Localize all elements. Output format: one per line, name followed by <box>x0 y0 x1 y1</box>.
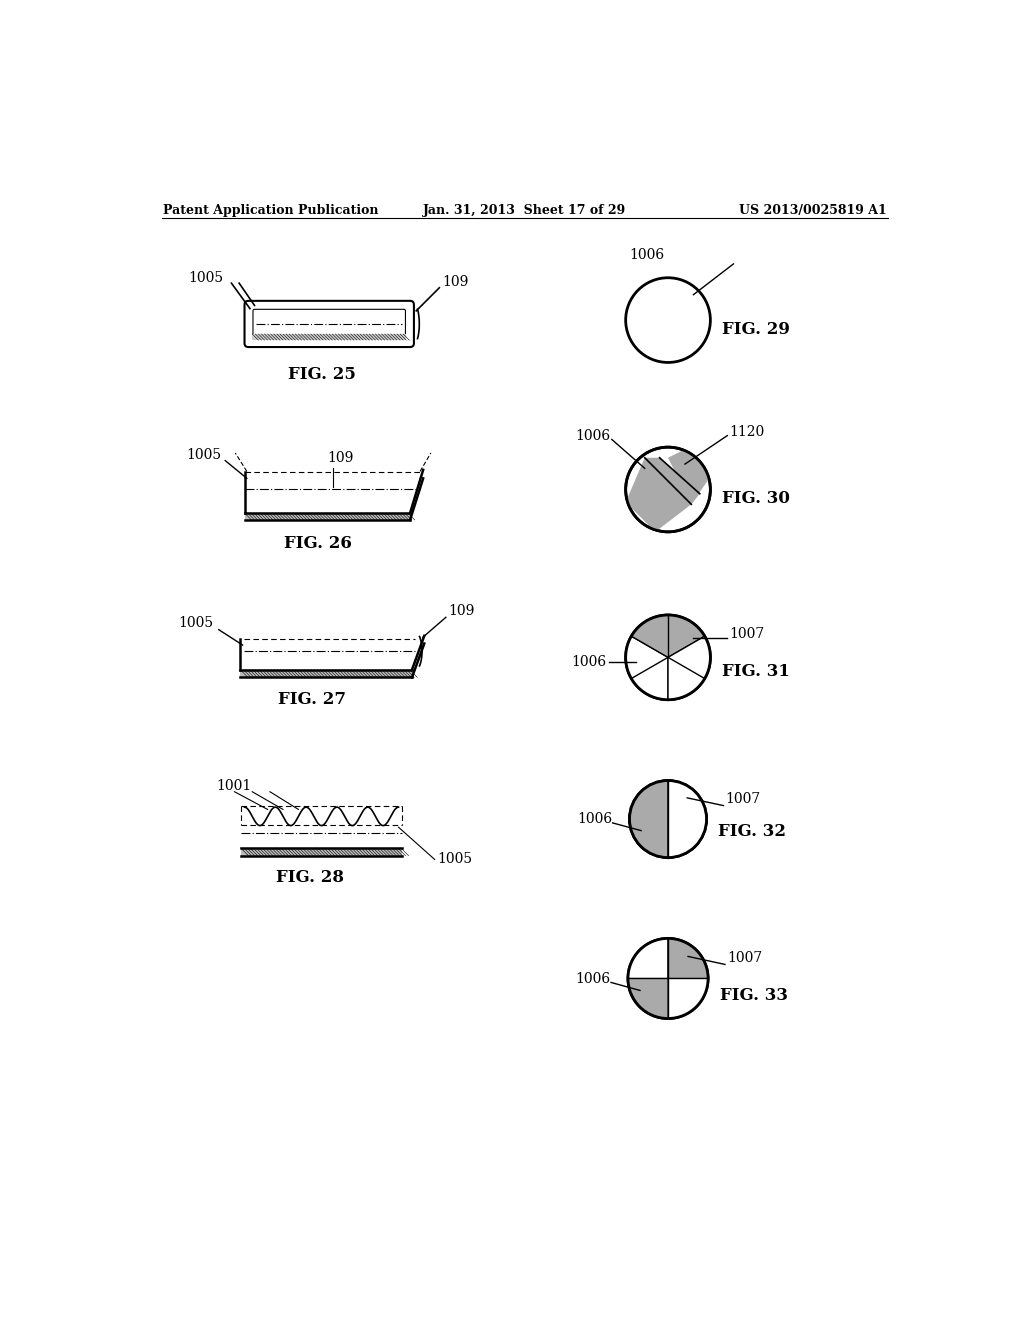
Text: 109: 109 <box>449 605 474 618</box>
Wedge shape <box>628 939 668 978</box>
Bar <box>245 513 410 520</box>
Circle shape <box>626 615 711 700</box>
Bar <box>252 334 407 341</box>
Circle shape <box>626 277 711 363</box>
Text: 109: 109 <box>442 275 469 289</box>
Bar <box>241 847 402 855</box>
Wedge shape <box>626 636 668 700</box>
Text: 1005: 1005 <box>188 271 223 285</box>
Text: FIG. 30: FIG. 30 <box>722 490 790 507</box>
Text: FIG. 28: FIG. 28 <box>276 870 344 887</box>
Circle shape <box>628 939 708 1019</box>
Text: 1007: 1007 <box>727 952 763 965</box>
Text: FIG. 31: FIG. 31 <box>722 663 790 680</box>
Text: 1005: 1005 <box>178 616 214 631</box>
Text: FIG. 27: FIG. 27 <box>278 692 345 709</box>
Wedge shape <box>668 636 711 700</box>
Text: FIG. 25: FIG. 25 <box>288 367 355 383</box>
Text: US 2013/0025819 A1: US 2013/0025819 A1 <box>739 205 887 218</box>
Text: 1007: 1007 <box>726 792 761 807</box>
Circle shape <box>630 780 707 858</box>
Bar <box>241 669 412 677</box>
Text: FIG. 32: FIG. 32 <box>718 822 786 840</box>
Text: 1006: 1006 <box>575 429 610 442</box>
Polygon shape <box>626 458 699 532</box>
FancyBboxPatch shape <box>245 301 414 347</box>
Polygon shape <box>668 447 711 504</box>
Text: 1006: 1006 <box>578 812 612 826</box>
Wedge shape <box>632 615 705 657</box>
Text: 1120: 1120 <box>730 425 765 438</box>
Text: 109: 109 <box>328 451 353 466</box>
Text: Jan. 31, 2013  Sheet 17 of 29: Jan. 31, 2013 Sheet 17 of 29 <box>423 205 627 218</box>
Text: FIG. 29: FIG. 29 <box>722 321 790 338</box>
Text: 1006: 1006 <box>630 248 665 261</box>
Text: 1007: 1007 <box>730 627 765 642</box>
Text: 1005: 1005 <box>186 449 222 462</box>
Text: 1006: 1006 <box>571 655 607 669</box>
Text: 1001: 1001 <box>216 779 251 792</box>
Wedge shape <box>668 780 707 858</box>
Wedge shape <box>630 780 668 858</box>
Text: 1005: 1005 <box>437 851 472 866</box>
Wedge shape <box>668 978 708 1019</box>
Text: Patent Application Publication: Patent Application Publication <box>163 205 379 218</box>
Wedge shape <box>628 978 668 1019</box>
Text: 1006: 1006 <box>575 972 610 986</box>
Wedge shape <box>668 939 708 978</box>
FancyBboxPatch shape <box>253 309 406 339</box>
Text: FIG. 26: FIG. 26 <box>284 536 351 552</box>
Text: FIG. 33: FIG. 33 <box>720 987 787 1005</box>
Circle shape <box>626 447 711 532</box>
